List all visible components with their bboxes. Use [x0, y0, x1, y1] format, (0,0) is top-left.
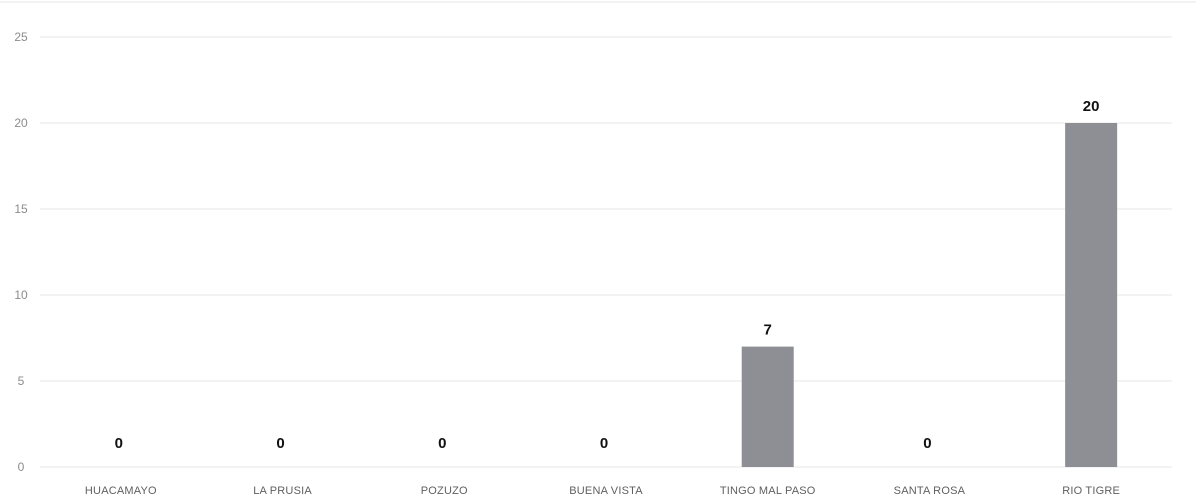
y-tick-label-10: 10 [14, 288, 28, 302]
x-tick-label-pozuzo: POZUZO [421, 485, 468, 497]
data-label-buena-vista: 0 [600, 435, 608, 452]
y-tick-label-5: 5 [18, 374, 25, 388]
bar-tingo-mal-paso [741, 346, 794, 467]
data-label-rio-tigre: 20 [1083, 98, 1100, 115]
x-tick-label-la-prusia: LA PRUSIA [253, 485, 312, 497]
y-tick-label-0: 0 [18, 460, 25, 474]
data-label-tingo-mal-paso: 7 [764, 322, 772, 339]
data-label-la-prusia: 0 [276, 435, 284, 452]
y-tick-label-15: 15 [14, 202, 28, 216]
x-tick-label-santa-rosa: SANTA ROSA [894, 485, 966, 497]
y-tick-label-25: 25 [14, 30, 28, 44]
x-tick-label-huacamayo: HUACAMAYO [85, 485, 157, 497]
data-label-santa-rosa: 0 [923, 435, 931, 452]
data-label-huacamayo: 0 [115, 435, 123, 452]
y-axis: 0 5 10 15 20 25 [14, 30, 28, 474]
bar-rio-tigre [1065, 123, 1118, 467]
x-tick-label-tingo-mal-paso: TINGO MAL PASO [720, 485, 816, 497]
x-axis: HUACAMAYO LA PRUSIA POZUZO BUENA VISTA TINGO… [85, 485, 1120, 497]
x-tick-label-buena-vista: BUENA VISTA [569, 485, 643, 497]
y-tick-label-20: 20 [14, 116, 28, 130]
data-label-pozuzo: 0 [438, 435, 446, 452]
x-tick-label-rio-tigre: RIO TIGRE [1062, 485, 1120, 497]
bar-layer [741, 123, 1118, 467]
data-label-layer: 0 0 0 0 7 0 20 [115, 98, 1100, 452]
grid-layer [0, 1, 1196, 468]
